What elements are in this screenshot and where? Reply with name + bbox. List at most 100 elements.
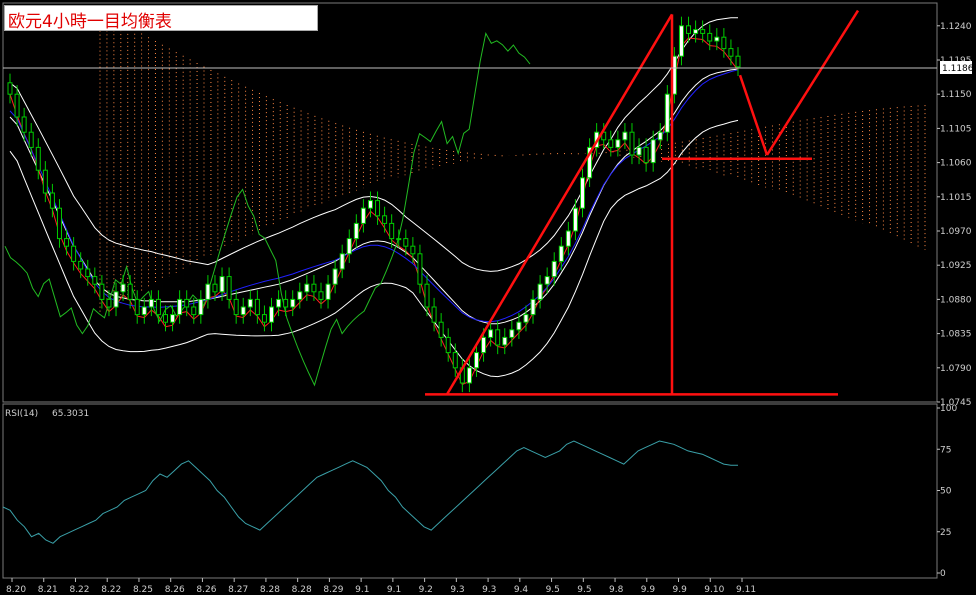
time-tick-label: 9.9 — [673, 585, 688, 595]
candle-body — [367, 200, 373, 209]
candle-body — [325, 283, 331, 300]
candle-body — [396, 238, 402, 241]
price-tick-label: 1.0970 — [940, 227, 972, 237]
candle-body — [452, 352, 458, 369]
candle-body — [226, 276, 232, 300]
candle-body — [191, 306, 197, 316]
candle-body — [332, 268, 338, 285]
forecast-up — [765, 9, 860, 156]
candle-body — [523, 314, 529, 323]
kijun-line — [9, 69, 739, 323]
price-tick-label: 1.1060 — [940, 159, 972, 169]
candle-body — [664, 93, 670, 133]
tenkan-line — [9, 37, 739, 386]
candle-body — [71, 245, 77, 262]
candle-body — [707, 32, 713, 42]
price-tick-label: 1.0790 — [940, 364, 972, 374]
candle-body — [170, 314, 176, 323]
candle-body — [141, 306, 147, 316]
candle-body — [629, 131, 635, 156]
candle-body — [466, 367, 472, 384]
price-tick-label: 1.0835 — [940, 330, 972, 340]
trend-line — [445, 13, 674, 396]
time-tick-label: 9.11 — [736, 585, 756, 595]
candle-body — [297, 291, 303, 300]
time-tick-label: 8.25 — [133, 585, 153, 595]
candle-body — [269, 306, 275, 323]
candle-body — [572, 207, 578, 232]
ichimoku-cloud — [99, 10, 926, 315]
candle-body — [615, 139, 621, 148]
candle-body — [375, 200, 381, 217]
candle-body — [565, 230, 571, 247]
candle-body — [177, 298, 183, 316]
candle-body — [311, 283, 317, 293]
candle-body — [417, 253, 423, 285]
candle-body — [254, 298, 260, 316]
candle-body — [389, 222, 395, 240]
candle-body — [56, 207, 62, 240]
candle-body — [382, 215, 388, 224]
price-tick-label: 1.1240 — [940, 22, 972, 32]
time-tick-label: 8.26 — [165, 585, 185, 595]
candle-body — [14, 93, 20, 118]
candle-body — [700, 29, 706, 34]
candle-body — [290, 298, 296, 308]
candle-body — [99, 283, 105, 300]
candle-body — [134, 298, 140, 316]
price-tick-label: 1.1015 — [940, 193, 972, 203]
candle-body — [431, 306, 437, 323]
candle-body — [481, 336, 487, 354]
candle-body — [219, 276, 225, 293]
rsi-series — [2, 440, 738, 544]
candle-body — [276, 298, 282, 308]
candle-body — [7, 82, 13, 95]
candle-body — [558, 245, 564, 262]
candle-body — [21, 116, 27, 133]
candle-body — [587, 146, 593, 179]
candle-body — [92, 276, 98, 285]
price-tick-label: 1.0880 — [940, 295, 972, 305]
time-tick-label: 8.28 — [260, 585, 280, 595]
candle-body — [643, 146, 649, 164]
svg-text:1.1186: 1.1186 — [942, 64, 974, 74]
candle-body — [530, 298, 536, 316]
time-tick-label: 9.5 — [577, 585, 591, 595]
candle-body — [85, 268, 91, 278]
candle-body — [721, 36, 727, 50]
rsi-label: RSI(14) — [5, 409, 38, 419]
price-tick-label: 1.1150 — [940, 90, 972, 100]
chart-title: 欧元4小時一目均衡表 — [8, 12, 172, 32]
candle-body — [49, 192, 55, 209]
time-tick-label: 9.8 — [609, 585, 624, 595]
candle-body — [509, 329, 515, 338]
rsi-tick-label: 50 — [940, 487, 952, 497]
candle-body — [657, 131, 663, 141]
bollinger-upper — [9, 17, 738, 272]
time-tick-label: 8.28 — [292, 585, 312, 595]
time-tick-label: 9.4 — [514, 585, 529, 595]
candle-body — [106, 298, 112, 308]
rsi-tick-label: 75 — [940, 445, 951, 455]
candle-body — [608, 139, 614, 148]
candle-body — [64, 238, 70, 247]
candle-body — [353, 222, 359, 240]
candle-body — [580, 177, 586, 209]
time-tick-label: 9.1 — [387, 585, 401, 595]
time-tick-label: 8.29 — [323, 585, 343, 595]
chart-title-box: 欧元4小時一目均衡表 — [4, 5, 318, 32]
candle-body — [346, 238, 352, 255]
time-tick-label: 8.21 — [38, 585, 58, 595]
current-price-badge: 1.1186 — [940, 61, 974, 74]
candle-body — [198, 298, 204, 316]
candle-body — [516, 321, 522, 331]
time-tick-label: 9.5 — [546, 585, 560, 595]
rsi-panel-frame — [2, 403, 938, 579]
candle-body — [622, 131, 628, 141]
rsi-axis: 100 75 50 25 0 — [937, 404, 957, 579]
rsi-tick-label: 100 — [940, 404, 957, 414]
candle-body — [424, 283, 430, 308]
candle-body — [728, 48, 734, 57]
forecast-down — [738, 74, 769, 156]
candle-body — [678, 25, 684, 57]
